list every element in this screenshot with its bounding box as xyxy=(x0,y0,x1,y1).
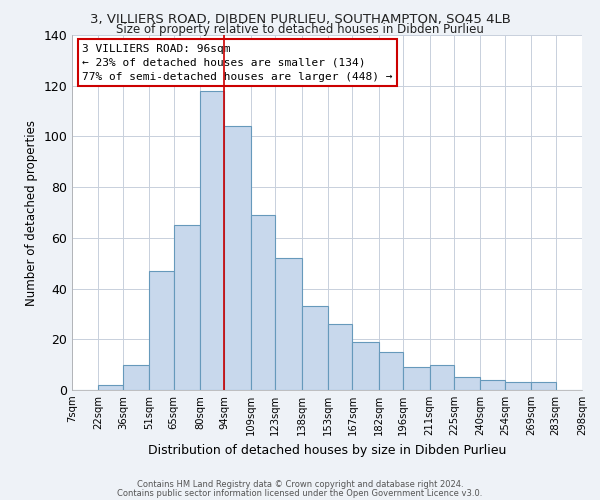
Bar xyxy=(98,385,123,390)
Text: Contains HM Land Registry data © Crown copyright and database right 2024.: Contains HM Land Registry data © Crown c… xyxy=(137,480,463,489)
Bar xyxy=(430,364,454,390)
Bar xyxy=(149,271,173,390)
Bar xyxy=(328,324,352,390)
Text: 3 VILLIERS ROAD: 96sqm
← 23% of detached houses are smaller (134)
77% of semi-de: 3 VILLIERS ROAD: 96sqm ← 23% of detached… xyxy=(82,44,392,82)
Text: Size of property relative to detached houses in Dibden Purlieu: Size of property relative to detached ho… xyxy=(116,22,484,36)
Bar xyxy=(505,382,531,390)
Bar xyxy=(531,382,556,390)
Bar xyxy=(123,364,149,390)
Bar xyxy=(403,367,430,390)
Bar xyxy=(454,378,481,390)
Bar xyxy=(251,215,275,390)
Bar xyxy=(481,380,505,390)
Y-axis label: Number of detached properties: Number of detached properties xyxy=(25,120,38,306)
X-axis label: Distribution of detached houses by size in Dibden Purlieu: Distribution of detached houses by size … xyxy=(148,444,506,456)
Bar xyxy=(379,352,403,390)
Bar xyxy=(200,91,224,390)
Bar xyxy=(302,306,328,390)
Bar xyxy=(173,225,200,390)
Bar xyxy=(275,258,302,390)
Text: Contains public sector information licensed under the Open Government Licence v3: Contains public sector information licen… xyxy=(118,489,482,498)
Text: 3, VILLIERS ROAD, DIBDEN PURLIEU, SOUTHAMPTON, SO45 4LB: 3, VILLIERS ROAD, DIBDEN PURLIEU, SOUTHA… xyxy=(89,12,511,26)
Bar xyxy=(352,342,379,390)
Bar xyxy=(224,126,251,390)
